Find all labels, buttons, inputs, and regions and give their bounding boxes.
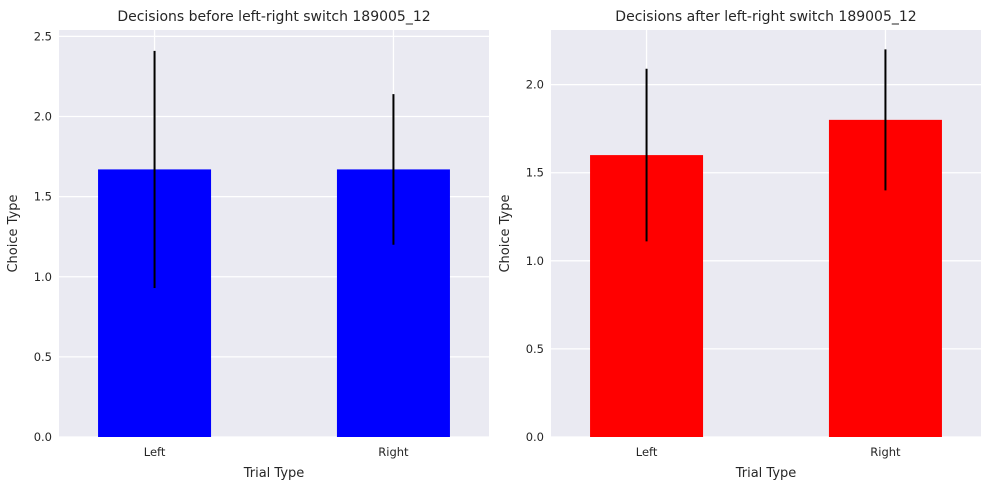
y-axis-label: Choice Type [498,194,513,272]
x-axis-label: Trial Type [243,466,305,481]
x-tick-label: Left [636,445,658,459]
x-tick-labels: Left Right [636,445,901,459]
y-axis-label: Choice Type [6,194,21,272]
bars [98,169,450,437]
x-tick-label: Right [870,445,901,459]
error-bars [153,50,395,288]
x-tick-label: Right [378,445,409,459]
x-tick-labels: Left Right [144,445,409,459]
y-tick-label: 0.0 [34,430,52,444]
y-tick-label: 2.0 [526,78,544,92]
y-tick-label: 1.0 [34,270,52,284]
y-tick-label: 0.5 [526,342,544,356]
y-tick-label: 2.0 [34,110,52,124]
y-tick-label: 2.5 [34,29,52,43]
y-tick-labels: 0.0 0.5 1.0 1.5 2.0 [526,78,544,444]
y-tick-label: 0.5 [34,350,52,364]
y-tick-labels: 0.0 0.5 1.0 1.5 2.0 2.5 [34,29,52,444]
y-tick-label: 1.5 [34,190,52,204]
chart-before-switch: 0.0 0.5 1.0 1.5 2.0 2.5 Left Right Decisions b… [6,9,489,481]
chart-after-switch: 0.0 0.5 1.0 1.5 2.0 Left Right Decisions afte… [498,9,981,481]
chart-title: Decisions before left-right switch 18900… [117,9,430,25]
y-tick-label: 1.5 [526,166,544,180]
x-tick-label: Left [144,445,166,459]
y-tick-label: 0.0 [526,430,544,444]
x-axis-label: Trial Type [735,466,797,481]
error-bars [645,49,887,242]
y-tick-label: 1.0 [526,254,544,268]
chart-title: Decisions after left-right switch 189005… [615,9,916,25]
